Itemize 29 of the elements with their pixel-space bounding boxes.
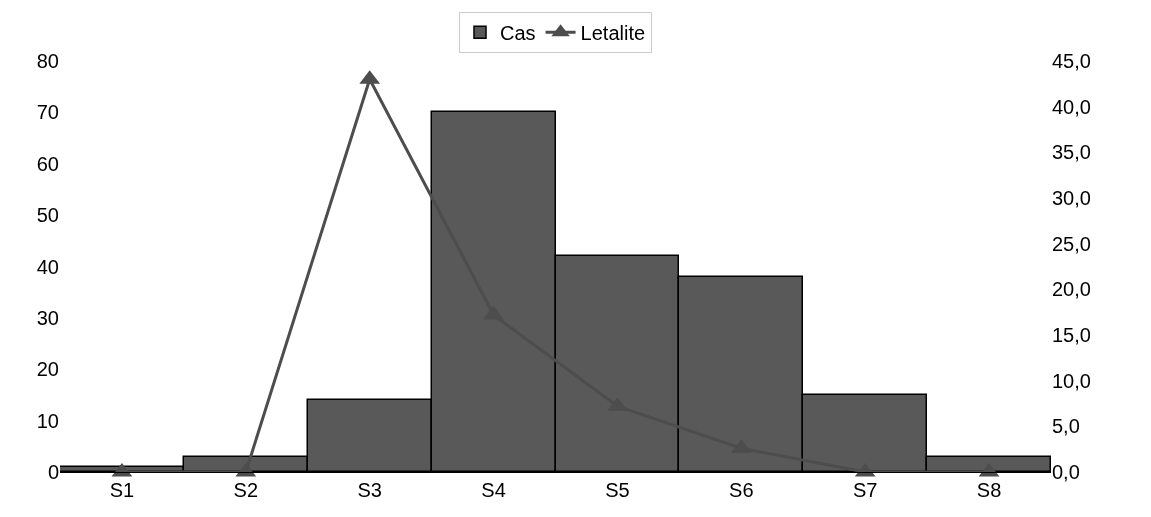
- y2-tick-label: 5,0: [1052, 415, 1080, 438]
- y2-tick-label: 15,0: [1052, 324, 1091, 346]
- x-tick-label: S1: [109, 479, 135, 501]
- y2-tick-label: 30,0: [1052, 187, 1091, 209]
- y-tick-label: 60: [36, 152, 59, 175]
- legend-label: Cas: [500, 22, 536, 45]
- x-tick-label: S2: [233, 479, 259, 501]
- x-tick-label: S4: [481, 479, 506, 501]
- y2-tick-label: 10,0: [1052, 369, 1091, 392]
- x-tick-label: S3: [357, 479, 382, 501]
- x-tick-label: S6: [729, 479, 754, 501]
- x-tick-label: S7: [852, 479, 878, 501]
- y2-tick-label: 40,0: [1052, 95, 1091, 118]
- y2-tick-label: 0,0: [1052, 461, 1080, 483]
- y-tick-label: 80: [36, 50, 59, 72]
- y-tick-label: 40: [36, 255, 59, 278]
- y2-tick-label: 20,0: [1052, 278, 1091, 301]
- y-tick-label: 10: [36, 409, 59, 432]
- y2-tick-label: 45,0: [1052, 50, 1091, 72]
- y-tick-label: 70: [36, 101, 59, 124]
- y-tick-label: 20: [36, 358, 59, 381]
- legend-label: Letalite: [580, 22, 646, 45]
- y-tick-label: 0: [47, 461, 59, 483]
- x-tick-label: S5: [605, 479, 630, 501]
- x-tick-label: S8: [976, 479, 1002, 501]
- y-tick-label: 50: [36, 204, 59, 227]
- y-tick-label: 30: [36, 306, 59, 329]
- y2-tick-label: 35,0: [1052, 141, 1091, 164]
- y2-tick-label: 25,0: [1052, 232, 1091, 255]
